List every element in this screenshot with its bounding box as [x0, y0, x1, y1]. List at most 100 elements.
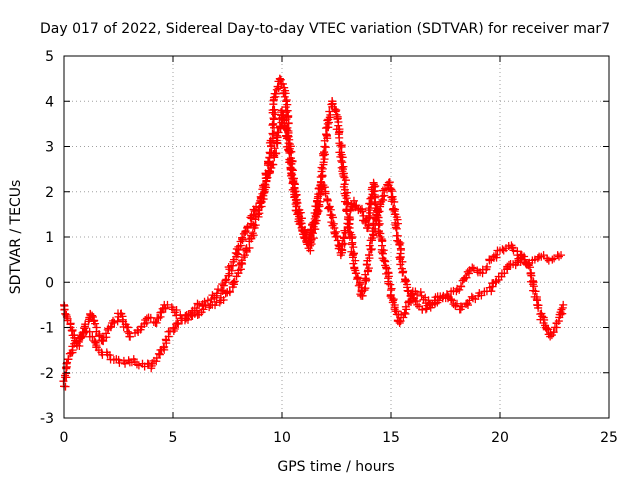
interpolated-marker: [229, 278, 238, 287]
interpolated-marker: [438, 294, 447, 303]
interpolated-marker: [358, 207, 367, 216]
interpolated-marker: [398, 268, 407, 277]
interpolated-marker: [261, 182, 270, 191]
data-point: [203, 296, 212, 305]
interpolated-marker: [274, 128, 283, 137]
interpolated-marker: [270, 105, 279, 114]
interpolated-marker: [324, 203, 333, 212]
interpolated-marker: [263, 157, 272, 166]
interpolated-marker: [115, 358, 124, 367]
interpolated-marker: [282, 134, 291, 143]
interpolated-marker: [386, 280, 395, 289]
interpolated-marker: [376, 200, 385, 209]
interpolated-marker: [413, 290, 422, 299]
interpolated-marker: [238, 233, 247, 242]
interpolated-marker: [268, 160, 277, 169]
y-tick-label: 3: [45, 140, 54, 156]
interpolated-marker: [88, 311, 97, 320]
interpolated-marker: [533, 254, 542, 263]
interpolated-marker: [328, 100, 337, 109]
interpolated-marker: [349, 259, 358, 268]
interpolated-marker: [557, 305, 566, 314]
interpolated-marker: [132, 360, 141, 369]
interpolated-marker: [268, 129, 277, 138]
interpolated-marker: [271, 89, 280, 98]
interpolated-marker: [281, 89, 290, 98]
interpolated-marker: [296, 208, 305, 217]
interpolated-marker: [313, 208, 322, 217]
interpolated-marker: [391, 223, 400, 232]
interpolated-marker: [105, 351, 114, 360]
interpolated-marker: [395, 240, 404, 249]
interpolated-marker: [279, 110, 288, 119]
interpolated-marker: [339, 172, 348, 181]
interpolated-marker: [401, 275, 410, 284]
interpolated-marker: [463, 267, 472, 276]
interpolated-marker: [91, 319, 100, 328]
interpolated-marker: [529, 282, 538, 291]
interpolated-marker: [365, 241, 374, 250]
interpolated-marker: [390, 197, 399, 206]
interpolated-marker: [278, 79, 287, 88]
interpolated-marker: [380, 191, 389, 200]
interpolated-marker: [268, 121, 277, 130]
interpolated-marker: [543, 254, 552, 263]
interpolated-marker: [123, 327, 132, 336]
interpolated-marker: [218, 286, 227, 295]
axis-ticks: 0 5 10 15 20 25 -3 -2 -1 0 1 2 3 4 5: [40, 49, 618, 446]
data-point: [443, 291, 452, 300]
interpolated-marker: [95, 331, 104, 340]
data-point: [173, 318, 182, 327]
interpolated-marker: [520, 255, 529, 264]
interpolated-marker: [225, 288, 234, 297]
y-tick-label: -3: [40, 411, 54, 427]
interpolated-marker: [538, 312, 547, 321]
interpolated-marker: [188, 308, 197, 317]
interpolated-marker: [483, 262, 492, 271]
interpolated-marker: [542, 325, 551, 334]
interpolated-marker: [373, 211, 382, 220]
interpolated-marker: [509, 246, 518, 255]
interpolated-marker: [377, 248, 386, 257]
interpolated-marker: [373, 204, 382, 213]
data-point: [352, 269, 361, 278]
interpolated-marker: [393, 231, 402, 240]
interpolated-marker: [296, 219, 305, 228]
interpolated-marker: [285, 148, 294, 157]
interpolated-marker: [468, 263, 477, 272]
interpolated-marker: [274, 84, 283, 93]
y-tick-label: 4: [45, 94, 54, 110]
interpolated-marker: [192, 306, 201, 315]
interpolated-marker: [319, 149, 328, 158]
interpolated-marker: [315, 200, 324, 209]
data-point: [557, 251, 566, 260]
interpolated-marker: [375, 229, 384, 238]
interpolated-marker: [88, 312, 97, 321]
interpolated-marker: [90, 336, 99, 345]
interpolated-marker: [365, 221, 374, 230]
interpolated-marker: [270, 144, 279, 153]
interpolated-marker: [405, 297, 414, 306]
interpolated-marker: [334, 121, 343, 130]
x-axis-label: GPS time / hours: [277, 459, 394, 475]
interpolated-marker: [451, 301, 460, 310]
interpolated-marker: [101, 329, 110, 338]
interpolated-marker: [333, 236, 342, 245]
data-point: [262, 174, 271, 183]
interpolated-marker: [61, 382, 70, 391]
interpolated-marker: [219, 295, 228, 304]
interpolated-marker: [269, 93, 278, 102]
interpolated-marker: [272, 149, 281, 158]
interpolated-marker: [336, 152, 345, 161]
x-tick-label: 20: [491, 430, 509, 446]
data-point: [548, 255, 557, 264]
y-tick-label: 2: [45, 185, 54, 201]
interpolated-marker: [152, 357, 161, 366]
data-point: [275, 74, 284, 83]
x-tick-label: 10: [273, 430, 291, 446]
data-point: [79, 328, 88, 337]
interpolated-marker: [369, 187, 378, 196]
interpolated-marker: [462, 273, 471, 282]
interpolated-marker: [356, 278, 365, 287]
interpolated-marker: [265, 168, 274, 177]
